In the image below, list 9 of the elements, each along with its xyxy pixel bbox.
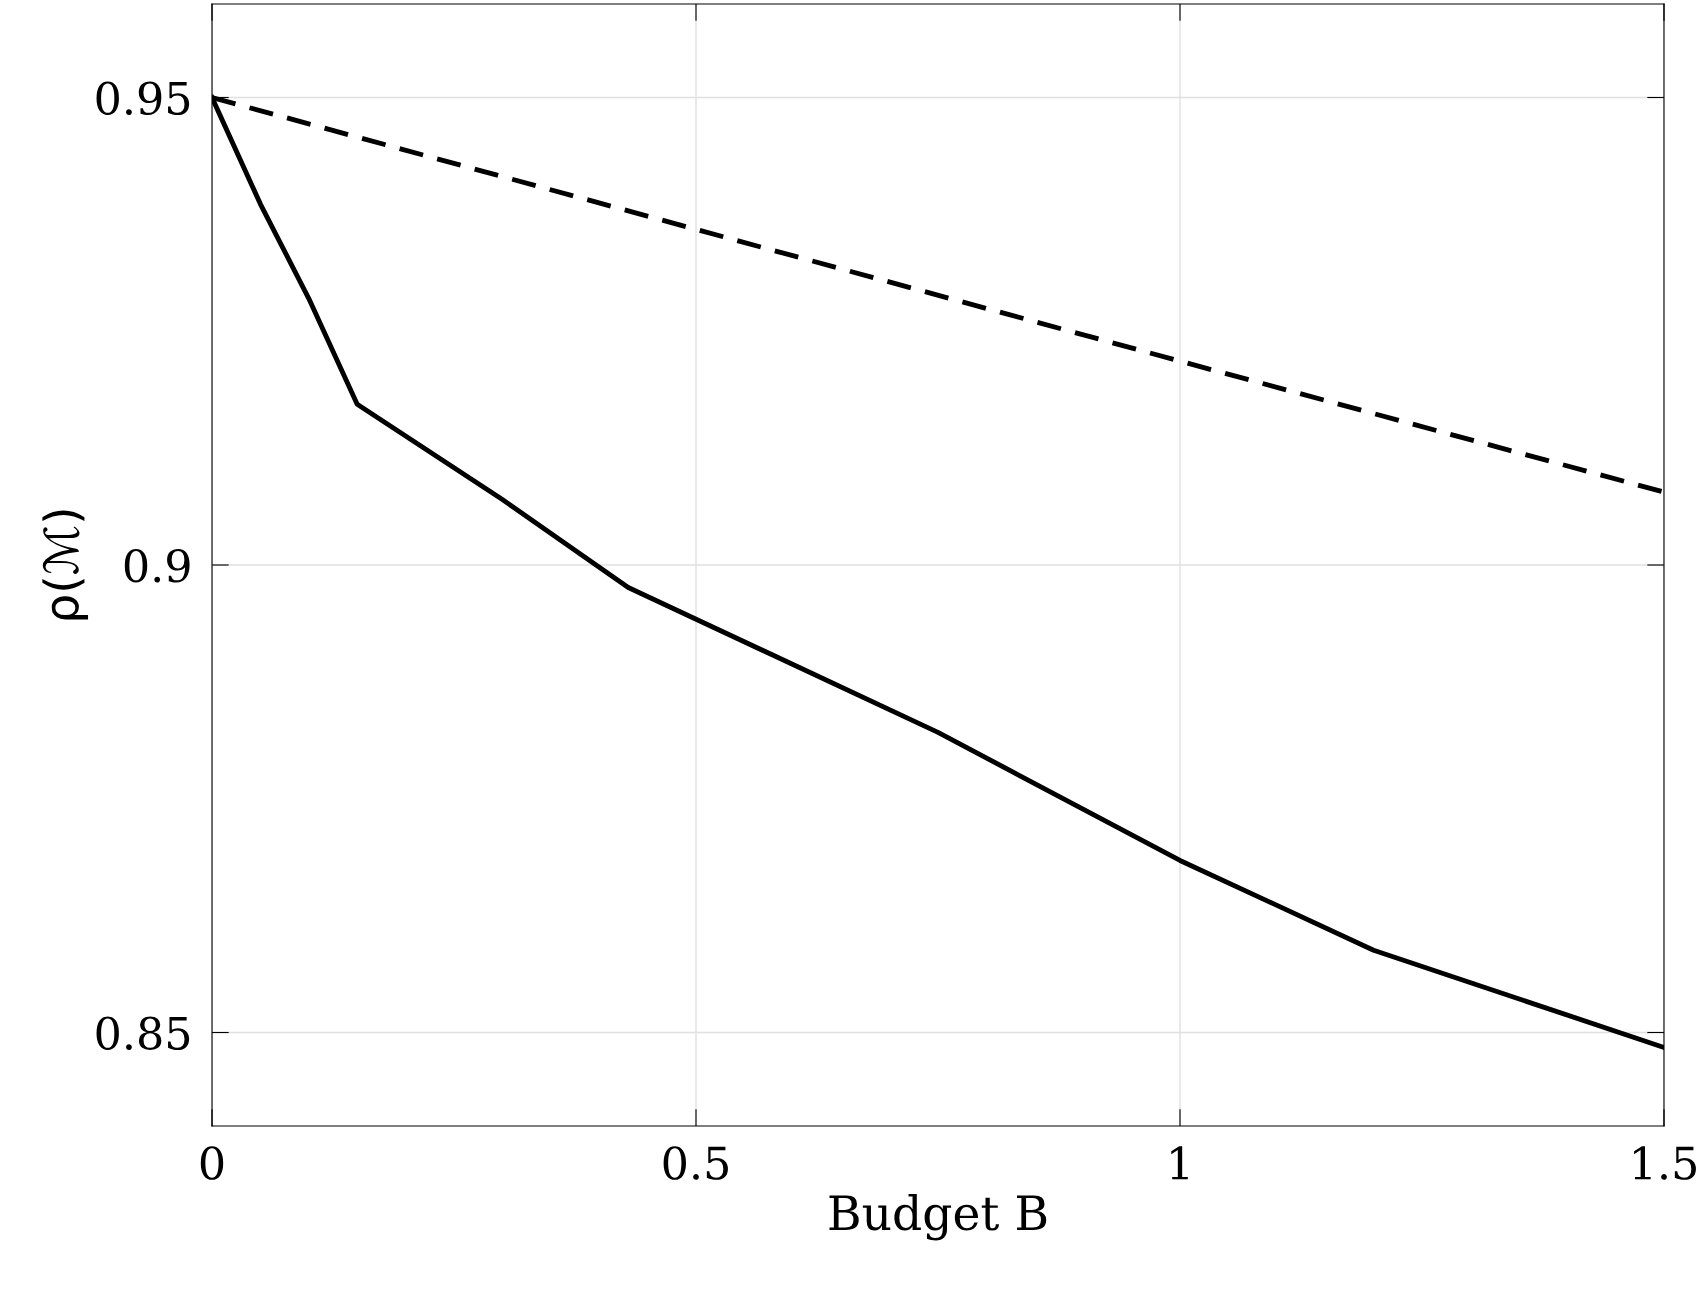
x-tick-label: 1 <box>1171 1146 1188 1180</box>
x-axis-title: Budget B <box>829 1194 1047 1241</box>
y-tick-label: 0.85 <box>96 1016 190 1051</box>
y-tick-label: 0.9 <box>124 548 190 583</box>
x-tick-label: 0.5 <box>663 1146 728 1180</box>
x-tick-label: 1.5 <box>1634 1146 1696 1180</box>
y-tick-label: 0.95 <box>96 81 190 116</box>
x-tick-label: 0 <box>200 1146 224 1180</box>
y-axis-title: ρ(ℳ) <box>42 510 89 620</box>
